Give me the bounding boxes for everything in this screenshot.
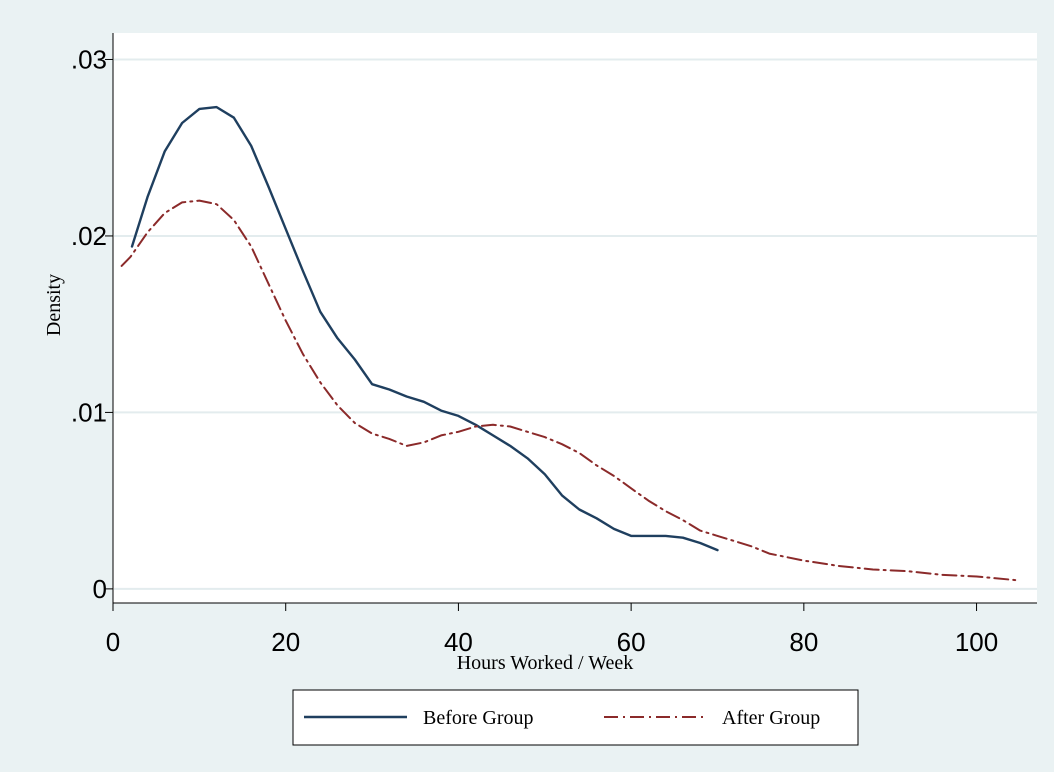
x-tick-label-0: 0: [106, 627, 120, 657]
y-tick-label-03: .03: [71, 44, 107, 74]
x-tick-label-100: 100: [955, 627, 998, 657]
ticks: 0 .01 .02 .03 0 20 40 60 80 100: [71, 44, 998, 657]
x-tick-label-20: 20: [271, 627, 300, 657]
x-tick-label-80: 80: [789, 627, 818, 657]
series-line-after-group: [120, 199, 1017, 582]
y-tick-label-02: .02: [71, 221, 107, 251]
series-line-before-group: [130, 105, 719, 552]
legend: Before Group After Group: [292, 689, 859, 746]
x-tick-label-40: 40: [444, 627, 473, 657]
legend-label-after-group: After Group: [722, 707, 820, 729]
x-axis-title: Hours Worked / Week: [457, 652, 634, 674]
y-axis-title: Density: [43, 274, 65, 336]
axes: [112, 33, 1037, 604]
plot-area: [113, 33, 1037, 603]
series: [120, 105, 1017, 582]
legend-label-before-group: Before Group: [423, 707, 534, 729]
gridlines: [114, 58, 1037, 590]
y-tick-label-01: .01: [71, 397, 107, 427]
y-tick-label-0: 0: [93, 574, 107, 604]
x-tick-label-60: 60: [617, 627, 646, 657]
